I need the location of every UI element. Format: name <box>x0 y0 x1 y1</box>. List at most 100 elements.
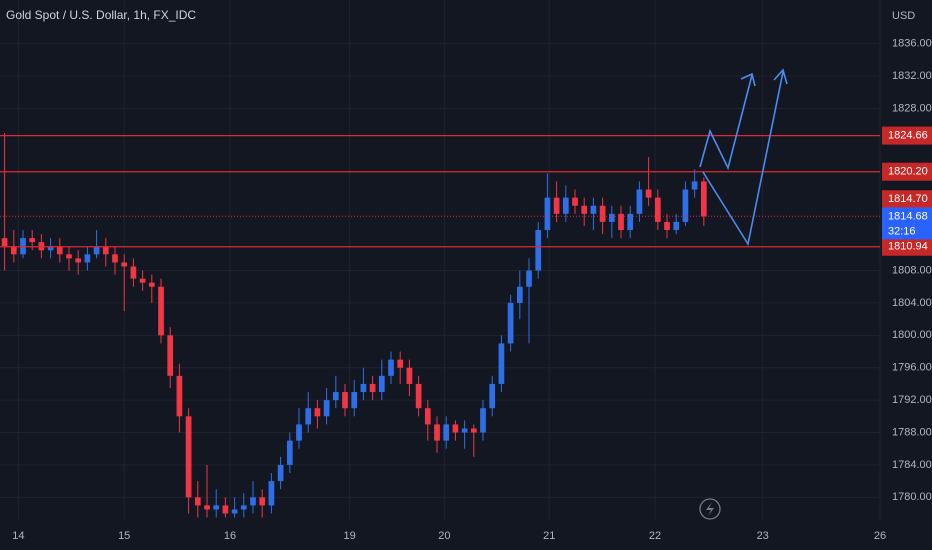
candle-body <box>360 383 367 393</box>
candle-body <box>148 282 155 287</box>
currency-label: USD <box>892 10 915 22</box>
candle-body <box>1 238 8 247</box>
candle-body <box>305 408 312 425</box>
candle-body <box>167 335 174 376</box>
candle-body <box>130 266 137 279</box>
candle-body <box>415 383 422 409</box>
level-label: 1820.20 <box>888 166 928 178</box>
level-label: 1814.70 <box>888 193 928 205</box>
candle-body <box>452 424 459 433</box>
candle-body <box>700 181 707 217</box>
candle-body <box>636 189 643 214</box>
candle-body <box>75 258 82 263</box>
lightning-icon[interactable] <box>699 498 721 520</box>
candle-body <box>342 392 348 409</box>
candle-body <box>526 270 532 287</box>
y-tick-label: 1808.00 <box>892 264 932 276</box>
y-tick-label: 1804.00 <box>892 297 932 309</box>
candle-body <box>443 424 450 441</box>
candle-body <box>599 205 606 222</box>
candle-body <box>424 408 431 425</box>
candle-body <box>351 392 358 409</box>
arrow-path <box>702 71 784 247</box>
drawings <box>699 68 788 247</box>
level-label: 1824.66 <box>888 129 928 141</box>
candle-body <box>369 383 376 393</box>
candle-body <box>314 408 321 417</box>
candle-body <box>296 424 302 441</box>
candle-body <box>507 302 514 344</box>
arrow-path <box>699 74 753 171</box>
y-tick-label: 1836.00 <box>892 38 932 50</box>
candle-body <box>176 375 183 417</box>
candle-body <box>434 424 440 441</box>
candles <box>1 132 707 518</box>
candle-body <box>516 286 523 303</box>
candle-body <box>323 400 330 417</box>
candle-body <box>645 189 652 198</box>
candle-body <box>213 505 220 510</box>
candle-body <box>158 286 164 336</box>
candle-body <box>240 505 247 510</box>
y-tick-label: 1788.00 <box>892 426 932 438</box>
candle-body <box>84 254 91 263</box>
level-label-box <box>882 162 932 181</box>
candle-body <box>231 509 238 514</box>
candle-body <box>250 497 256 506</box>
candle-body <box>259 497 266 506</box>
candle-body <box>277 464 284 482</box>
candle-body <box>204 505 210 510</box>
arrow-head <box>773 68 788 85</box>
candle-body <box>572 197 578 206</box>
level-label-box <box>882 237 932 256</box>
chart-title: Gold Spot / U.S. Dollar, 1h, FX_IDC <box>6 8 196 22</box>
candle-body <box>461 428 468 433</box>
candle-body <box>10 246 17 255</box>
candle-body <box>139 278 146 283</box>
x-tick-label: 16 <box>224 530 236 542</box>
candle-body <box>691 181 698 190</box>
x-tick-label: 22 <box>649 530 661 542</box>
candle-body <box>489 383 496 409</box>
y-tick-label: 1796.00 <box>892 362 932 374</box>
candle-body <box>618 213 624 231</box>
candle-body <box>397 359 404 368</box>
x-tick-label: 14 <box>12 530 24 542</box>
candle-body <box>480 408 486 433</box>
y-tick-label: 1832.00 <box>892 70 932 82</box>
candle-body <box>608 213 615 222</box>
candle-body <box>673 221 680 231</box>
x-tick-label: 15 <box>118 530 130 542</box>
y-tick-label: 1780.00 <box>892 491 932 503</box>
y-tick-label: 1784.00 <box>892 459 932 471</box>
candle-body <box>562 197 569 214</box>
level-label-box <box>882 190 932 209</box>
last-price-label: 1814.68 <box>888 210 928 222</box>
candle-body <box>544 197 551 231</box>
candle-body <box>388 359 394 376</box>
last-price-box <box>882 207 932 240</box>
y-tick-label: 1792.00 <box>892 394 932 406</box>
y-tick-label: 1800.00 <box>892 329 932 341</box>
candle-body <box>470 428 477 433</box>
level-label: 1810.94 <box>888 241 928 253</box>
candle-body <box>47 246 54 251</box>
candle-body <box>654 197 661 222</box>
level-label-box <box>882 126 932 145</box>
candle-body <box>185 416 192 498</box>
candle-body <box>268 481 275 506</box>
countdown-label: 32:16 <box>888 225 916 237</box>
candle-body <box>332 392 339 401</box>
candle-body <box>286 440 293 465</box>
candle-body <box>378 375 385 393</box>
candle-body <box>590 205 597 214</box>
candle-body <box>56 246 63 255</box>
candle-body <box>112 254 118 263</box>
candle-body <box>627 213 634 231</box>
candle-body <box>498 343 505 384</box>
candle-body <box>664 221 670 231</box>
candle-body <box>682 189 689 222</box>
